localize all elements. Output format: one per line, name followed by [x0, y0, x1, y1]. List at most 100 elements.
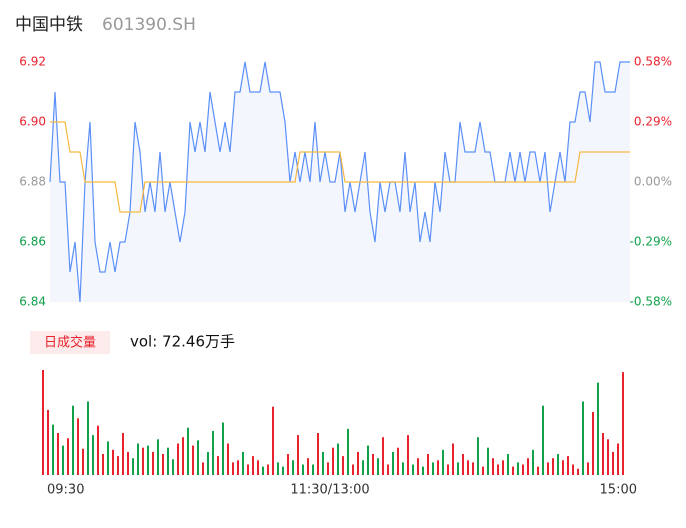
volume-bar: [297, 435, 299, 475]
volume-bar: [252, 456, 254, 475]
volume-bar: [47, 409, 49, 475]
y-tick-label: 6.88: [19, 175, 46, 189]
volume-bar: [597, 382, 599, 475]
volume-bar: [457, 462, 459, 475]
y2-tick-label: 0.29%: [634, 115, 672, 129]
volume-bar: [472, 462, 474, 475]
volume-bar: [562, 460, 564, 475]
volume-bar: [182, 437, 184, 475]
volume-bar: [52, 424, 54, 475]
volume-bar: [97, 425, 99, 475]
volume-bar: [77, 418, 79, 475]
volume-bar: [307, 458, 309, 475]
volume-bar: [62, 445, 64, 475]
volume-bar: [382, 437, 384, 475]
volume-bar: [352, 464, 354, 475]
volume-bar: [572, 464, 574, 475]
volume-bar: [422, 466, 424, 475]
volume-bar: [247, 464, 249, 475]
price-area: [50, 62, 630, 302]
volume-bar: [527, 458, 529, 475]
volume-bar: [362, 460, 364, 475]
volume-bar: [277, 462, 279, 475]
volume-bar: [57, 433, 59, 475]
volume-bar: [272, 406, 274, 475]
volume-bar: [612, 451, 614, 475]
volume-bar: [392, 451, 394, 475]
volume-bar: [302, 464, 304, 475]
volume-bar: [267, 464, 269, 475]
x-tick-label: 11:30/13:00: [290, 483, 369, 498]
volume-bar: [257, 460, 259, 475]
volume-bar: [317, 433, 319, 475]
volume-bar: [202, 462, 204, 475]
volume-bar: [207, 451, 209, 475]
volume-bar: [322, 451, 324, 475]
volume-bar: [462, 454, 464, 475]
volume-bar: [547, 462, 549, 475]
volume-bar: [107, 441, 109, 475]
volume-bar: [287, 454, 289, 475]
volume-bar: [497, 464, 499, 475]
volume-tag-bg: [30, 331, 110, 354]
volume-bar: [437, 460, 439, 475]
volume-bar: [517, 462, 519, 475]
y2-tick-label: 0.00%: [634, 175, 672, 189]
volume-bar: [577, 468, 579, 475]
volume-bar: [372, 454, 374, 475]
volume-bar: [67, 438, 69, 475]
volume-bar: [222, 422, 224, 475]
volume-bar: [87, 401, 89, 475]
volume-bar: [167, 447, 169, 475]
x-tick-label: 09:30: [47, 483, 84, 498]
volume-bar: [452, 443, 454, 475]
volume-bar: [92, 435, 94, 475]
volume-bar: [112, 449, 114, 475]
volume-bar: [397, 447, 399, 475]
volume-bar: [617, 443, 619, 475]
volume-bar: [622, 372, 624, 475]
volume-summary: vol: 72.46万手: [130, 333, 235, 351]
volume-bar: [602, 433, 604, 475]
volume-bar: [117, 456, 119, 475]
volume-bar: [197, 440, 199, 475]
volume-bar: [337, 443, 339, 475]
volume-bar: [102, 454, 104, 475]
volume-bar: [82, 448, 84, 475]
y2-tick-label: -0.58%: [630, 295, 672, 309]
volume-bar: [152, 451, 154, 475]
volume-bar: [262, 466, 264, 475]
volume-bar: [132, 458, 134, 475]
volume-bar: [342, 456, 344, 475]
y-tick-label: 6.86: [19, 235, 46, 249]
volume-bar: [557, 454, 559, 475]
x-tick-label: 15:00: [600, 483, 637, 498]
y-tick-label: 6.90: [19, 115, 46, 129]
volume-bar: [542, 405, 544, 475]
volume-bar: [467, 460, 469, 475]
volume-bar: [482, 466, 484, 475]
volume-bar: [537, 466, 539, 475]
volume-bar: [522, 464, 524, 475]
volume-bar: [177, 443, 179, 475]
volume-bar: [492, 458, 494, 475]
volume-bar: [72, 405, 74, 475]
volume-bar: [137, 443, 139, 475]
volume-bar: [212, 430, 214, 475]
volume-bar: [327, 462, 329, 475]
volume-bar: [242, 451, 244, 475]
volume-bar: [427, 454, 429, 475]
stock-name: 中国中铁: [15, 15, 83, 35]
volume-bar: [157, 439, 159, 475]
volume-bar: [367, 445, 369, 475]
volume-bar: [407, 435, 409, 475]
volume-bar: [552, 458, 554, 475]
volume-bar: [42, 370, 44, 475]
volume-bar: [172, 459, 174, 475]
volume-bar: [502, 460, 504, 475]
volume-bar: [507, 454, 509, 475]
volume-bar: [347, 428, 349, 475]
volume-bar: [587, 462, 589, 475]
